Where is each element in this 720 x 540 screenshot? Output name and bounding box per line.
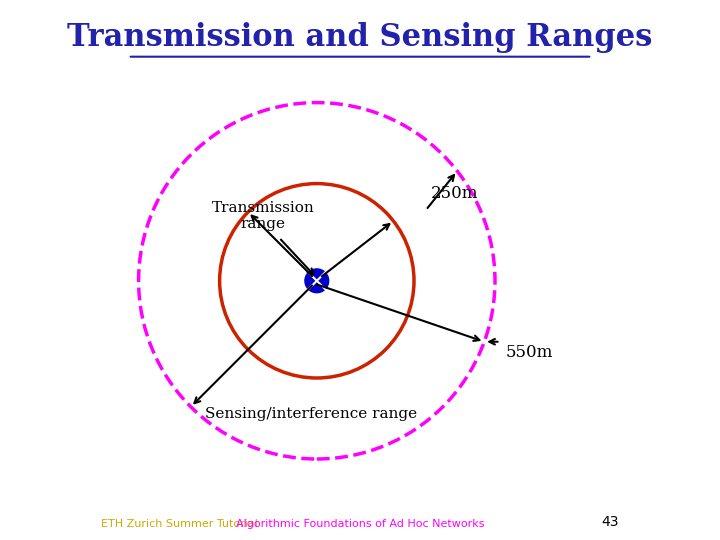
Text: 250m: 250m [431, 185, 479, 202]
Circle shape [305, 269, 328, 293]
Text: Transmission
range: Transmission range [212, 201, 314, 231]
Text: Transmission and Sensing Ranges: Transmission and Sensing Ranges [67, 22, 653, 52]
Text: 43: 43 [602, 515, 619, 529]
Text: Algorithmic Foundations of Ad Hoc Networks: Algorithmic Foundations of Ad Hoc Networ… [235, 519, 485, 529]
Text: 550m: 550m [506, 344, 553, 361]
Text: ETH Zurich Summer Tutorial: ETH Zurich Summer Tutorial [101, 519, 258, 529]
Text: Sensing/interference range: Sensing/interference range [205, 408, 418, 421]
